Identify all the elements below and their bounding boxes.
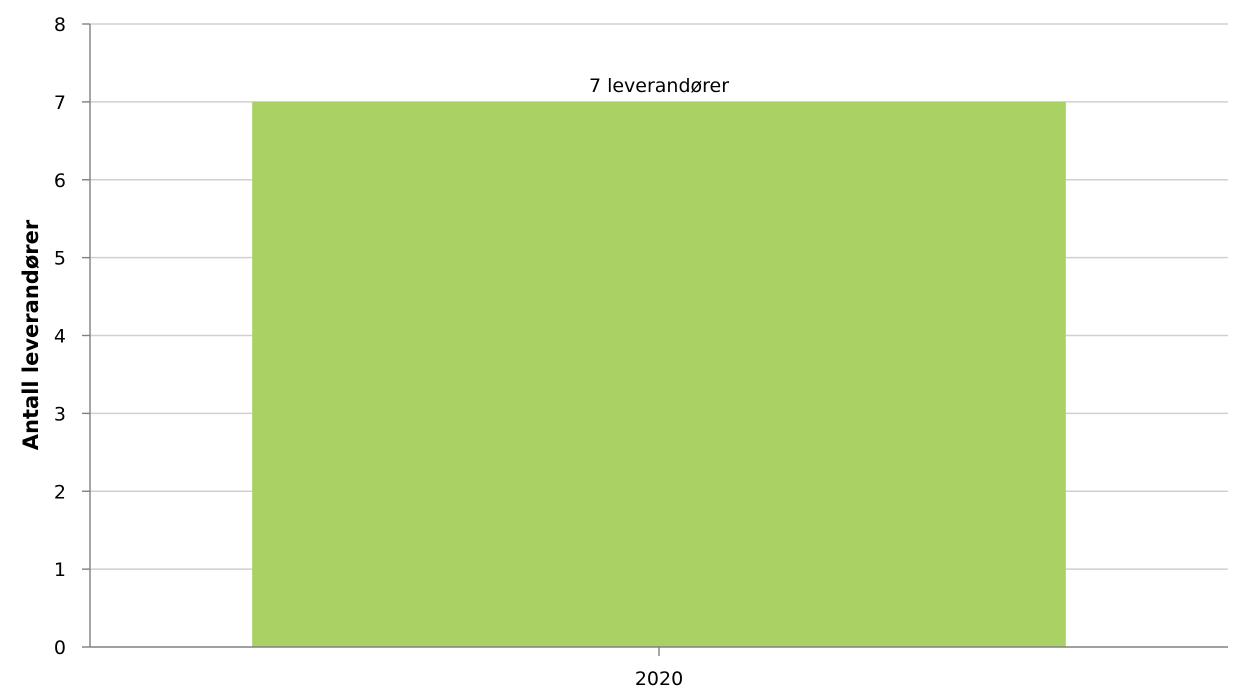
labels: 0 1 2 3 4 5 6 7 8 7 leverandører 2020 xyxy=(54,14,729,690)
y-tick-label: 3 xyxy=(54,403,66,425)
bar-data-label: 7 leverandører xyxy=(589,75,729,97)
bars xyxy=(252,101,1066,647)
y-axis-title: Antall leverandører xyxy=(19,219,43,450)
x-tick-label: 2020 xyxy=(635,668,683,690)
axes xyxy=(82,23,1228,656)
y-tick-label: 0 xyxy=(54,637,66,659)
y-tick-label: 5 xyxy=(54,248,66,270)
y-tick-label: 2 xyxy=(54,481,66,503)
y-tick-label: 7 xyxy=(54,92,66,114)
y-tick-label: 6 xyxy=(54,170,66,192)
y-tick-label: 1 xyxy=(54,559,66,581)
bar xyxy=(252,101,1066,647)
y-tick-label: 8 xyxy=(54,14,66,36)
y-tick-label: 4 xyxy=(54,326,66,348)
